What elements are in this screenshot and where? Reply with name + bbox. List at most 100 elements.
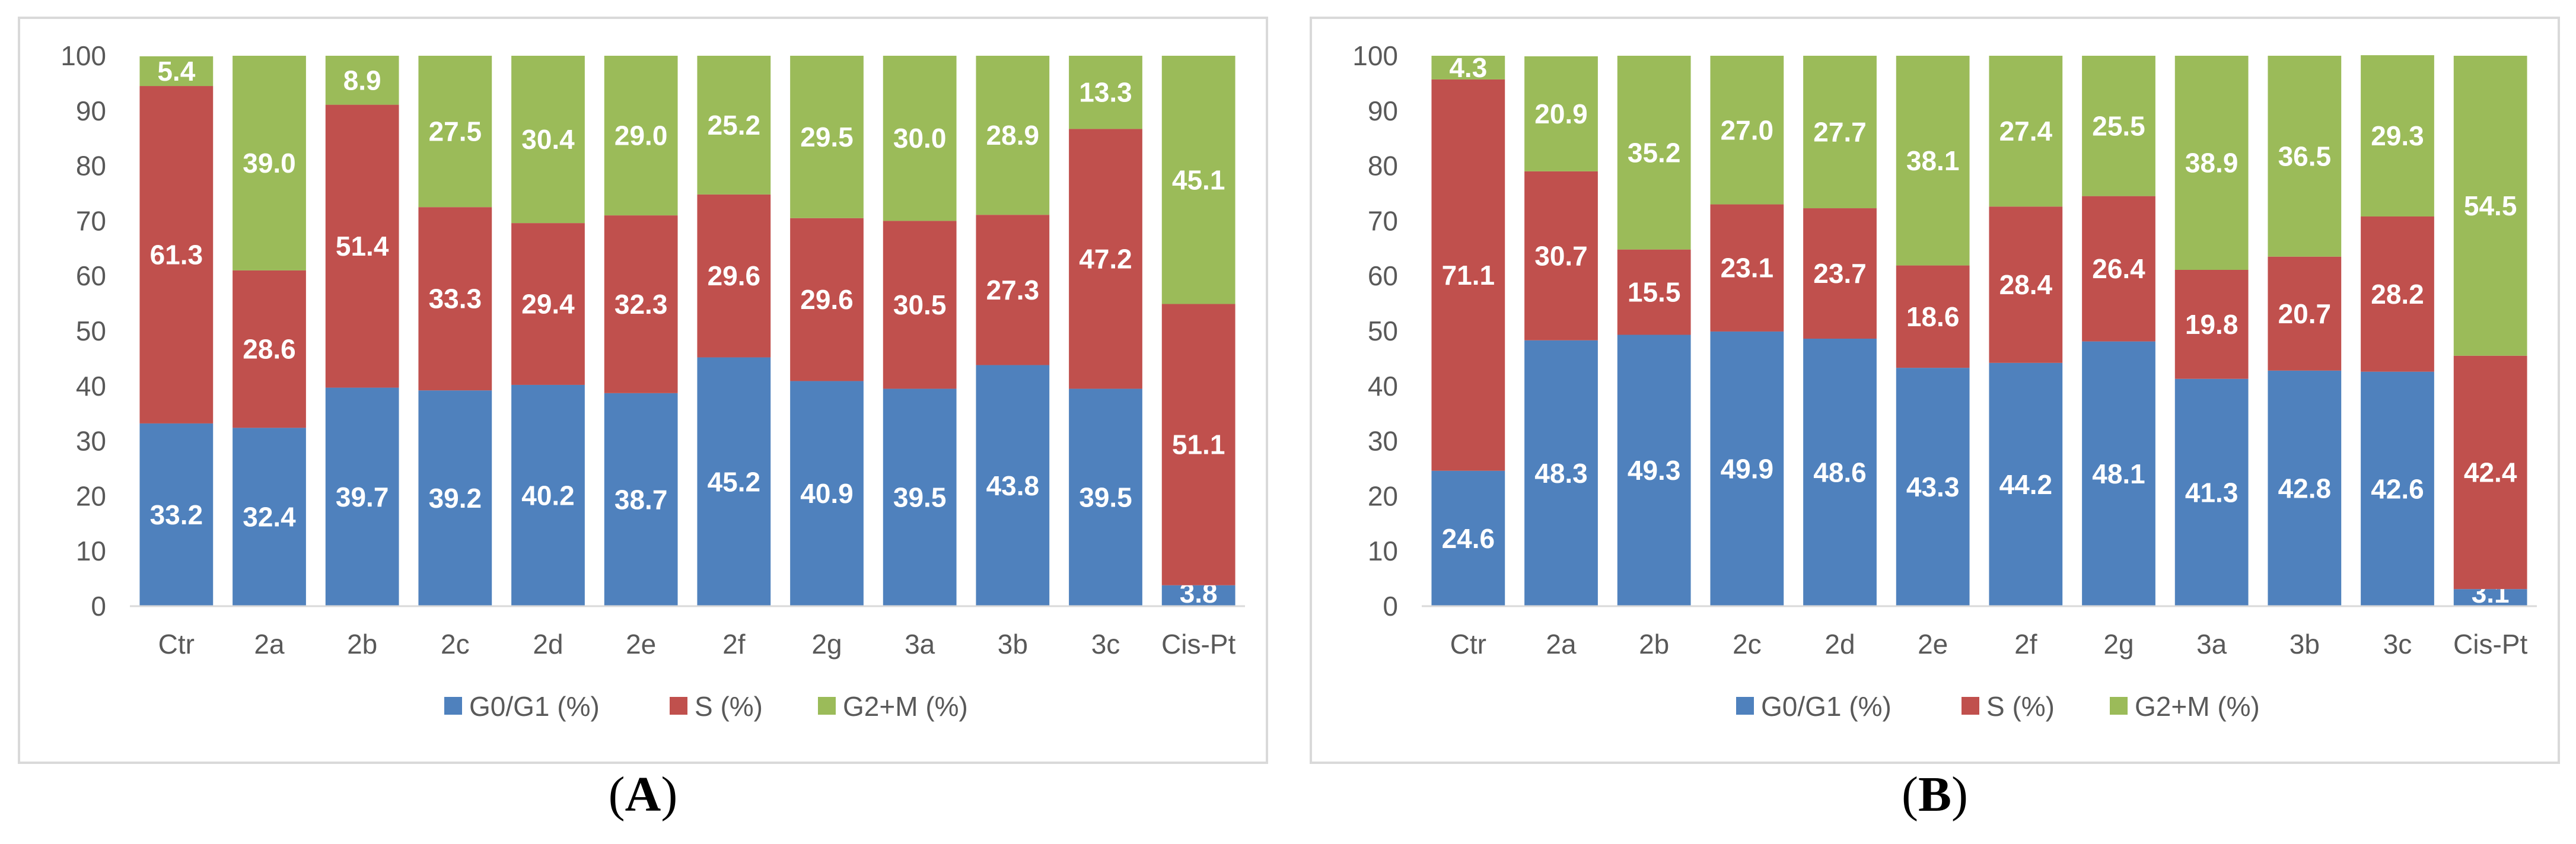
data-label: 48.3 — [1534, 458, 1588, 489]
data-label: 30.5 — [893, 289, 947, 320]
bar-segment-g0g1 — [1431, 470, 1505, 606]
data-label: 39.2 — [429, 483, 482, 514]
data-label: 42.6 — [2371, 473, 2424, 504]
data-label: 41.3 — [2185, 477, 2239, 508]
data-label: 26.4 — [2092, 253, 2145, 284]
bar-segment-g0g1 — [604, 393, 678, 606]
data-label: 47.2 — [1079, 243, 1132, 274]
legend-swatch — [1736, 697, 1754, 715]
data-label: 61.3 — [150, 239, 203, 270]
y-tick-label: 0 — [91, 591, 106, 622]
data-label: 19.8 — [2185, 309, 2239, 340]
data-label: 45.1 — [1172, 164, 1225, 195]
legend-swatch — [1962, 697, 1979, 715]
data-label: 24.6 — [1442, 523, 1495, 554]
bar-segment-s — [1161, 304, 1236, 585]
y-tick-label: 80 — [1368, 151, 1398, 181]
legend-swatch — [818, 697, 836, 715]
data-label: 27.5 — [429, 116, 482, 147]
data-label: 4.3 — [1449, 52, 1487, 83]
y-tick-label: 50 — [1368, 316, 1398, 346]
data-label: 28.2 — [2371, 279, 2424, 310]
x-tick-label: 2f — [2014, 629, 2037, 660]
bar-segment-s — [1069, 129, 1142, 389]
bar-segment-g2m — [2174, 56, 2249, 270]
data-label: 30.7 — [1534, 240, 1588, 271]
bar-segment-g0g1 — [2268, 370, 2342, 606]
bar-segment-g0g1 — [1896, 368, 1970, 606]
bar-segment-g2m — [790, 56, 864, 218]
x-tick-label: 2g — [811, 629, 842, 660]
bar-segment-g2m — [1161, 56, 1236, 304]
panel-label-b: (B) — [1902, 767, 1968, 822]
x-tick-label: 2b — [347, 629, 377, 660]
panel-label-a: (A) — [608, 767, 678, 822]
x-tick-label: Ctr — [158, 629, 195, 660]
x-tick-label: 2a — [1546, 629, 1577, 660]
bar-segment-g0g1 — [1524, 340, 1598, 606]
bar-segment-g2m — [1069, 56, 1142, 129]
bar-segment-g2m — [883, 56, 957, 221]
bar-segment-g2m — [1896, 56, 1970, 266]
data-label: 39.5 — [893, 482, 947, 513]
data-label: 8.9 — [343, 65, 381, 95]
legend-label: G0/G1 (%) — [469, 691, 600, 722]
bar-segment-g2m — [1617, 56, 1691, 250]
bar-segment-g0g1 — [2453, 589, 2527, 606]
data-label: 27.7 — [1813, 117, 1867, 148]
bar-segment-s — [604, 215, 678, 393]
y-tick-label: 30 — [76, 426, 106, 457]
stacked-bar-chart-a: 0 10 20 30 40 50 60 70 80 90 100 33.2 61.3 5.4 Ctr 32.4… — [61, 40, 1245, 722]
data-label: 27.4 — [1999, 116, 2053, 146]
x-tick-label: 2c — [1733, 629, 1762, 660]
bar-segment-g2m — [418, 56, 492, 208]
bar-segment-s — [697, 194, 771, 358]
y-tick-label: 60 — [1368, 260, 1398, 291]
x-tick-label: Ctr — [1450, 629, 1486, 660]
legend-label: G2+M (%) — [843, 691, 968, 722]
data-label: 20.9 — [1534, 98, 1588, 129]
x-tick-label: 2e — [1918, 629, 1948, 660]
bar-segment-g0g1 — [1710, 331, 1784, 606]
y-tick-label: 70 — [76, 205, 106, 236]
chart-panel-b: 0 10 20 30 40 50 60 70 80 90 100 24.6 71.1 4.3 Ctr 48.3… — [1310, 17, 2560, 764]
bar-segment-s — [1803, 208, 1877, 339]
y-tick-label: 90 — [1368, 95, 1398, 126]
data-label: 45.2 — [708, 466, 761, 497]
data-label: 23.1 — [1721, 253, 1774, 284]
data-label: 23.7 — [1813, 258, 1867, 289]
bar-segment-g2m — [139, 56, 214, 87]
legend-label: G0/G1 (%) — [1761, 691, 1892, 722]
legend-label: G2+M (%) — [2135, 691, 2260, 722]
data-label: 32.3 — [614, 289, 668, 320]
y-tick-label: 40 — [1368, 371, 1398, 402]
bar-segment-s — [1896, 265, 1970, 368]
x-tick-label: 2g — [2103, 629, 2134, 660]
bar-segment-g0g1 — [2174, 378, 2249, 606]
data-label: 15.5 — [1628, 277, 1681, 308]
bar-segment-g0g1 — [511, 384, 585, 606]
data-label: 29.6 — [708, 260, 761, 291]
data-label: 33.3 — [429, 284, 482, 314]
bar-segment-g0g1 — [325, 387, 399, 606]
data-label: 40.9 — [800, 478, 854, 509]
bar-segment-s — [1710, 204, 1784, 332]
bar-segment-s — [883, 221, 957, 389]
bar-segment-s — [790, 218, 864, 381]
data-label: 18.6 — [1906, 301, 1960, 332]
bar-segment-g0g1 — [976, 365, 1050, 606]
bar-segment-s — [2453, 355, 2527, 590]
bar-segment-s — [2268, 256, 2342, 371]
data-label: 51.4 — [336, 231, 389, 262]
y-tick-label: 70 — [1368, 205, 1398, 236]
data-label: 49.3 — [1628, 455, 1681, 486]
bar-segment-g2m — [2453, 56, 2527, 356]
data-label: 42.4 — [2464, 457, 2517, 488]
data-label: 30.0 — [893, 123, 947, 154]
bar-segment-g0g1 — [883, 388, 957, 606]
x-tick-label: 2c — [441, 629, 470, 660]
data-label: 39.0 — [243, 148, 296, 179]
data-label: 51.1 — [1172, 429, 1225, 460]
bar-segment-g2m — [697, 56, 771, 195]
x-tick-label: 3b — [2290, 629, 2320, 660]
